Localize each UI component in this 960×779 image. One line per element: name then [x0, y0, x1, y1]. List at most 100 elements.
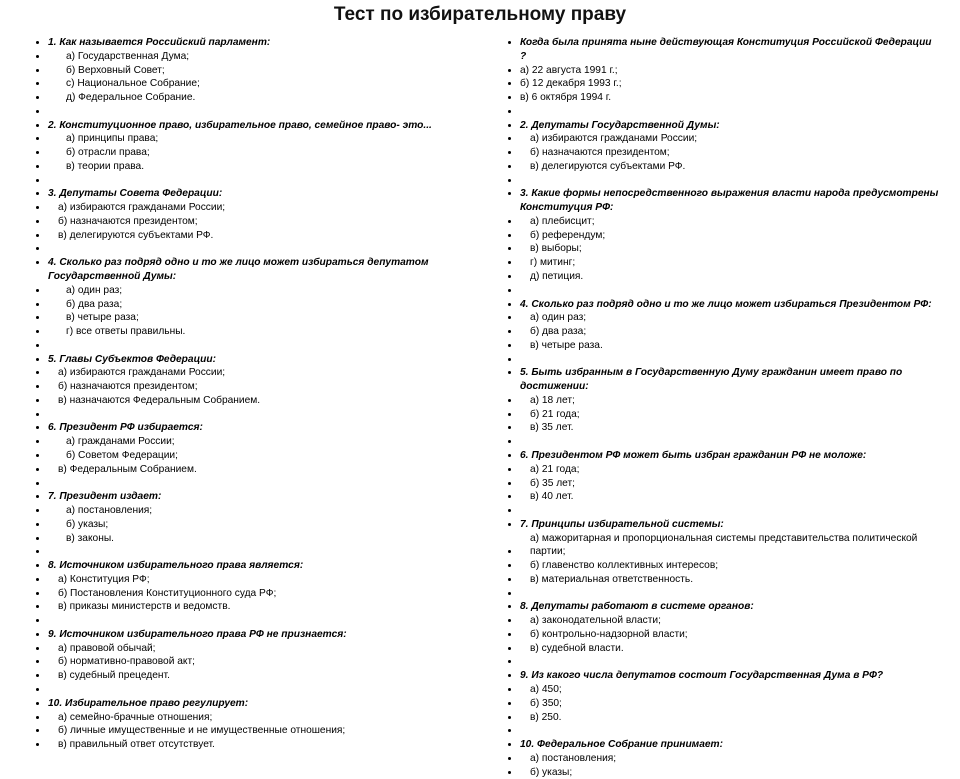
option-text: а) постановления;	[48, 504, 152, 518]
question: 3. Депутаты Совета Федерации:	[48, 187, 468, 201]
answer-option: а) 18 лет;	[520, 394, 940, 408]
blank-line	[48, 408, 468, 422]
blank-line	[48, 614, 468, 628]
question: 8. Депутаты работают в системе органов:	[520, 600, 940, 614]
answer-option: б) указы;	[520, 766, 940, 779]
question: 9. Из какого числа депутатов состоит Гос…	[520, 669, 940, 683]
option-text: а) 21 года;	[520, 463, 579, 477]
option-text: б) 12 декабря 1993 г.;	[520, 78, 622, 89]
answer-option: в) приказы министерств и ведомств.	[48, 600, 468, 614]
question-text: 8. Депутаты работают в системе органов:	[520, 601, 754, 612]
blank-line	[520, 435, 940, 449]
option-text: в) 35 лет.	[520, 421, 573, 435]
option-text: а) принципы права;	[48, 132, 158, 146]
blank-line	[520, 724, 940, 738]
answer-option: в) судебный прецедент.	[48, 669, 468, 683]
question: 3. Какие формы непосредственного выражен…	[520, 187, 940, 215]
option-text: а) постановления;	[520, 752, 616, 766]
right-column: Когда была принята ныне действующая Конс…	[492, 36, 940, 779]
blank-line	[520, 504, 940, 518]
answer-option: в) законы.	[48, 532, 468, 546]
option-text: в) законы.	[48, 532, 114, 546]
question-text: 2. Депутаты Государственной Думы:	[520, 120, 720, 131]
option-text: б) два раза;	[520, 325, 586, 339]
answer-option: г) митинг;	[520, 256, 940, 270]
answer-option: в) делегируются субъектами РФ.	[520, 160, 940, 174]
option-text: а) законодательной власти;	[520, 614, 661, 628]
option-text: б) назначаются президентом;	[520, 146, 670, 160]
option-text: б) референдум;	[520, 229, 605, 243]
answer-option: в) 40 лет.	[520, 490, 940, 504]
question-text: Когда была принята ныне действующая Конс…	[520, 37, 932, 62]
answer-option: д) Федеральное Собрание.	[48, 91, 468, 105]
blank-line	[48, 339, 468, 353]
question-text: 7. Принципы избирательной системы:	[520, 519, 724, 530]
option-text: б) указы;	[520, 766, 572, 779]
answer-option: в) четыре раза;	[48, 311, 468, 325]
option-text: а) плебисцит;	[520, 215, 595, 229]
option-text: б) Верховный Совет;	[48, 64, 165, 78]
answer-option: б) Верховный Совет;	[48, 64, 468, 78]
question: Когда была принята ныне действующая Конс…	[520, 36, 940, 64]
answer-option: б) указы;	[48, 518, 468, 532]
option-text: а) Конституция РФ;	[48, 573, 150, 587]
answer-option: б) Постановления Конституционного суда Р…	[48, 587, 468, 601]
answer-option: а) один раз;	[48, 284, 468, 298]
option-text: а) один раз;	[520, 311, 586, 325]
answer-option: в) делегируются субъектами РФ.	[48, 229, 468, 243]
question: 4. Сколько раз подряд одно и то же лицо …	[520, 298, 940, 312]
answer-option: д) петиция.	[520, 270, 940, 284]
answer-option: б) 21 года;	[520, 408, 940, 422]
option-text: в) делегируются субъектами РФ.	[520, 160, 685, 174]
answer-option: в) материальная ответственность.	[520, 573, 940, 587]
answer-option: б) назначаются президентом;	[48, 215, 468, 229]
answer-option: а) Конституция РФ;	[48, 573, 468, 587]
blank-line	[520, 587, 940, 601]
option-text: а) избираются гражданами России;	[48, 366, 225, 380]
answer-option: а) избираются гражданами России;	[48, 201, 468, 215]
blank-line	[48, 683, 468, 697]
question-text: 9. Источником избирательного права РФ не…	[48, 629, 347, 640]
question-text: 1. Как называется Российский парламент:	[48, 37, 270, 48]
option-text: а) 18 лет;	[520, 394, 575, 408]
blank-line	[48, 545, 468, 559]
question: 8. Источником избирательного права являе…	[48, 559, 468, 573]
question-text: 5. Главы Субъектов Федерации:	[48, 354, 216, 365]
answer-option: а) принципы права;	[48, 132, 468, 146]
option-text: б) назначаются президентом;	[48, 215, 198, 229]
answer-option: а) Государственная Дума;	[48, 50, 468, 64]
answer-option: б) главенство коллективных интересов;	[520, 559, 940, 573]
question: 10. Федеральное Собрание принимает:	[520, 738, 940, 752]
answer-option: в) четыре раза.	[520, 339, 940, 353]
answer-option: а) постановления;	[48, 504, 468, 518]
answer-option: а) избираются гражданами России;	[48, 366, 468, 380]
answer-option: б) референдум;	[520, 229, 940, 243]
question-text: 2. Конституционное право, избирательное …	[48, 120, 432, 131]
option-text: б) личные имущественные и не имущественн…	[48, 724, 345, 738]
answer-option: б) нормативно-правовой акт;	[48, 655, 468, 669]
answer-option: б) 12 декабря 1993 г.;	[520, 77, 940, 91]
question: 4. Сколько раз подряд одно и то же лицо …	[48, 256, 468, 284]
option-text: в) четыре раза;	[48, 311, 139, 325]
answer-option: б) назначаются президентом;	[48, 380, 468, 394]
answer-option: в) 6 октября 1994 г.	[520, 91, 940, 105]
blank-line	[48, 105, 468, 119]
answer-option: б) 35 лет;	[520, 477, 940, 491]
option-text: а) гражданами России;	[48, 435, 175, 449]
option-text: б) Постановления Конституционного суда Р…	[48, 587, 276, 601]
answer-option: с) Национальное Собрание;	[48, 77, 468, 91]
answer-option: а) правовой обычай;	[48, 642, 468, 656]
option-text: б) 21 года;	[520, 408, 580, 422]
right-list: Когда была принята ныне действующая Конс…	[492, 36, 940, 779]
answer-option: б) два раза;	[520, 325, 940, 339]
question: 2. Депутаты Государственной Думы:	[520, 119, 940, 133]
option-text: а) 450;	[520, 683, 562, 697]
answer-option: а) один раз;	[520, 311, 940, 325]
option-text: а) один раз;	[48, 284, 122, 298]
answer-option: б) 350;	[520, 697, 940, 711]
blank-line	[520, 655, 940, 669]
question-text: 4. Сколько раз подряд одно и то же лицо …	[520, 299, 932, 310]
question: 9. Источником избирательного права РФ не…	[48, 628, 468, 642]
option-text: б) два раза;	[48, 298, 122, 312]
question: 7. Принципы избирательной системы:	[520, 518, 940, 532]
